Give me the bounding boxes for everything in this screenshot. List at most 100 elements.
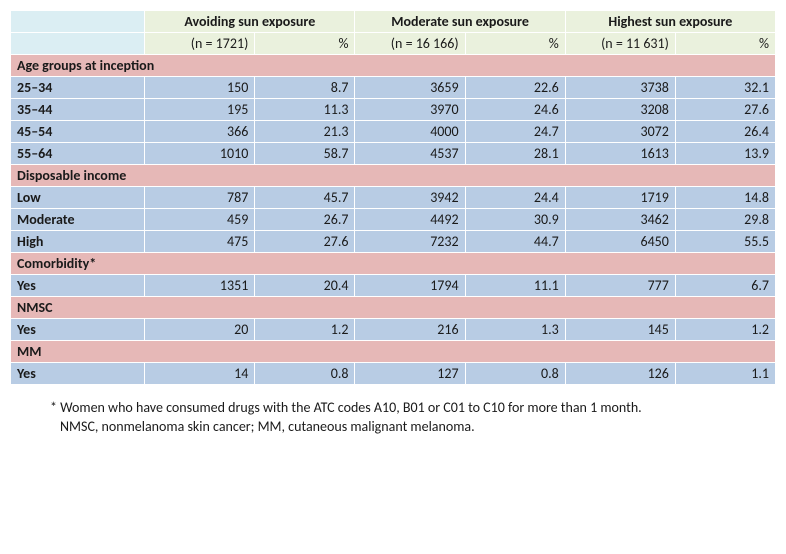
cell: 20.4 <box>255 275 355 297</box>
cell: 11.1 <box>465 275 565 297</box>
cell: 1351 <box>145 275 255 297</box>
cell: 1.2 <box>675 319 775 341</box>
cell: 44.7 <box>465 231 565 253</box>
cell: 1719 <box>565 187 675 209</box>
cell: 1794 <box>355 275 465 297</box>
header-group-avoiding: Avoiding sun exposure <box>145 11 355 33</box>
cell: 777 <box>565 275 675 297</box>
row-label: 35–44 <box>11 99 145 121</box>
cell: 14 <box>145 363 255 385</box>
cell: 1.3 <box>465 319 565 341</box>
table-row: 45–5436621.3400024.7307226.4 <box>11 121 776 143</box>
cell: 4000 <box>355 121 465 143</box>
cell: 24.4 <box>465 187 565 209</box>
cell: 0.8 <box>255 363 355 385</box>
header-blank-2 <box>11 33 145 55</box>
footnote-line2: NMSC, nonmelanoma skin cancer; MM, cutan… <box>50 418 776 437</box>
cell: 6.7 <box>675 275 775 297</box>
cell: 216 <box>355 319 465 341</box>
cell: 7232 <box>355 231 465 253</box>
cell: 3970 <box>355 99 465 121</box>
table-row: Yes135120.4179411.17776.7 <box>11 275 776 297</box>
cell: 11.3 <box>255 99 355 121</box>
row-label: 45–54 <box>11 121 145 143</box>
cell: 26.4 <box>675 121 775 143</box>
section-row: MM <box>11 341 776 363</box>
footnote-line1: * Women who have consumed drugs with the… <box>50 399 776 418</box>
section-title: Age groups at inception <box>11 55 776 77</box>
row-label: High <box>11 231 145 253</box>
table-header: Avoiding sun exposure Moderate sun expos… <box>11 11 776 55</box>
table-row: Moderate45926.7449230.9346229.8 <box>11 209 776 231</box>
n-moderate: (n = 16 166) <box>355 33 465 55</box>
row-label: 55–64 <box>11 143 145 165</box>
header-blank <box>11 11 145 33</box>
cell: 3208 <box>565 99 675 121</box>
section-row: Comorbidity* <box>11 253 776 275</box>
cell: 1.2 <box>255 319 355 341</box>
header-group-moderate: Moderate sun exposure <box>355 11 565 33</box>
cell: 787 <box>145 187 255 209</box>
row-label: 25–34 <box>11 77 145 99</box>
section-row: Disposable income <box>11 165 776 187</box>
header-row-groups: Avoiding sun exposure Moderate sun expos… <box>11 11 776 33</box>
cell: 3072 <box>565 121 675 143</box>
table-row: 35–4419511.3397024.6320827.6 <box>11 99 776 121</box>
cell: 150 <box>145 77 255 99</box>
header-group-highest: Highest sun exposure <box>565 11 775 33</box>
section-title: Comorbidity* <box>11 253 776 275</box>
cell: 21.3 <box>255 121 355 143</box>
cell: 1010 <box>145 143 255 165</box>
row-label: Moderate <box>11 209 145 231</box>
row-label: Yes <box>11 363 145 385</box>
footnote: * Women who have consumed drugs with the… <box>10 399 776 437</box>
cell: 126 <box>565 363 675 385</box>
cell: 22.6 <box>465 77 565 99</box>
table-row: Low78745.7394224.4171914.8 <box>11 187 776 209</box>
cell: 6450 <box>565 231 675 253</box>
cell: 127 <box>355 363 465 385</box>
cell: 24.6 <box>465 99 565 121</box>
cell: 24.7 <box>465 121 565 143</box>
section-row: NMSC <box>11 297 776 319</box>
cell: 366 <box>145 121 255 143</box>
row-label: Low <box>11 187 145 209</box>
cell: 1613 <box>565 143 675 165</box>
cell: 3942 <box>355 187 465 209</box>
table-row: Yes201.22161.31451.2 <box>11 319 776 341</box>
cell: 27.6 <box>675 99 775 121</box>
cell: 26.7 <box>255 209 355 231</box>
header-row-n: (n = 1721) % (n = 16 166) % (n = 11 631)… <box>11 33 776 55</box>
table-body: Age groups at inception25–341508.7365922… <box>11 55 776 385</box>
cell: 13.9 <box>675 143 775 165</box>
cell: 14.8 <box>675 187 775 209</box>
row-label: Yes <box>11 275 145 297</box>
cell: 3738 <box>565 77 675 99</box>
cell: 8.7 <box>255 77 355 99</box>
cell: 45.7 <box>255 187 355 209</box>
section-title: Disposable income <box>11 165 776 187</box>
section-title: NMSC <box>11 297 776 319</box>
cell: 58.7 <box>255 143 355 165</box>
section-title: MM <box>11 341 776 363</box>
cell: 0.8 <box>465 363 565 385</box>
table-row: Yes140.81270.81261.1 <box>11 363 776 385</box>
cell: 145 <box>565 319 675 341</box>
cell: 28.1 <box>465 143 565 165</box>
pct-highest-label: % <box>675 33 775 55</box>
cell: 27.6 <box>255 231 355 253</box>
table-row: High47527.6723244.7645055.5 <box>11 231 776 253</box>
cell: 475 <box>145 231 255 253</box>
cell: 4492 <box>355 209 465 231</box>
table-row: 55–64101058.7453728.1161313.9 <box>11 143 776 165</box>
sun-exposure-table: Avoiding sun exposure Moderate sun expos… <box>10 10 776 385</box>
table-row: 25–341508.7365922.6373832.1 <box>11 77 776 99</box>
cell: 459 <box>145 209 255 231</box>
section-row: Age groups at inception <box>11 55 776 77</box>
cell: 32.1 <box>675 77 775 99</box>
cell: 29.8 <box>675 209 775 231</box>
cell: 195 <box>145 99 255 121</box>
n-highest: (n = 11 631) <box>565 33 675 55</box>
pct-avoiding-label: % <box>255 33 355 55</box>
cell: 4537 <box>355 143 465 165</box>
